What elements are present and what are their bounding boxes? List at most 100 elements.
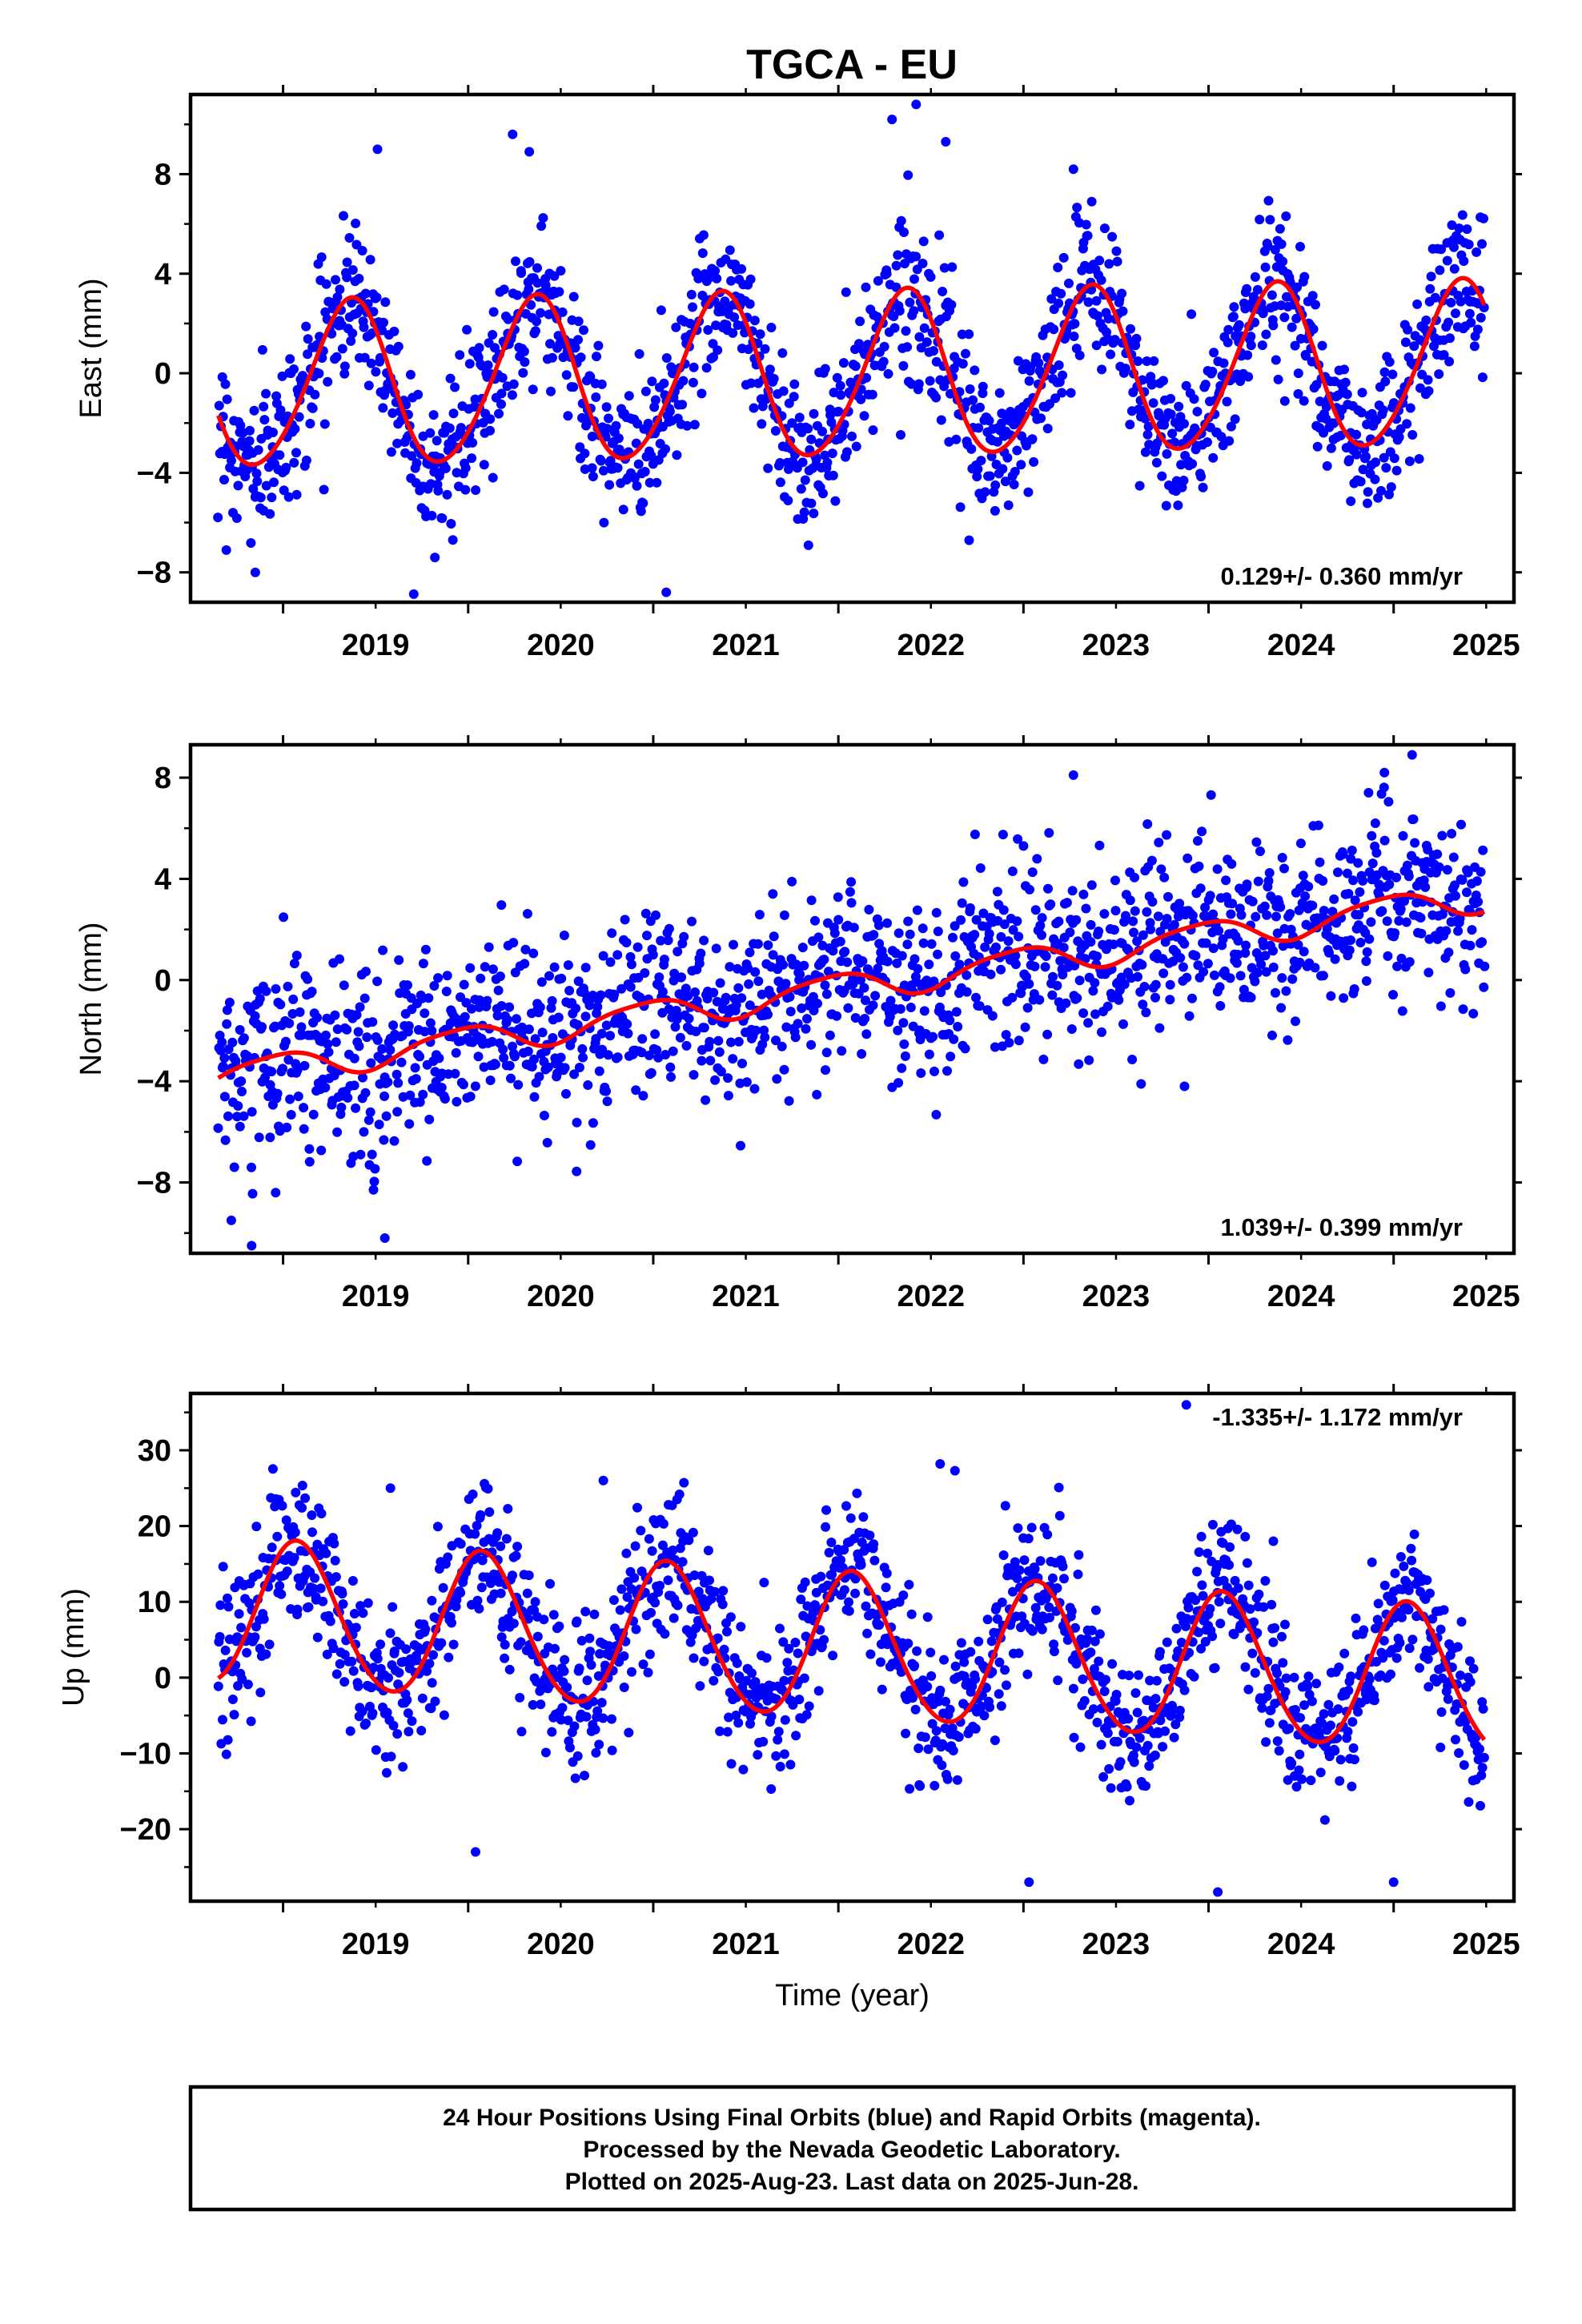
data-point	[1362, 947, 1372, 957]
data-point	[1243, 1580, 1254, 1590]
data-point	[485, 414, 496, 424]
data-point	[930, 1066, 939, 1076]
data-point	[1364, 934, 1375, 944]
data-point	[777, 348, 788, 358]
data-point	[219, 1053, 230, 1063]
data-point	[1317, 1718, 1327, 1728]
data-point	[911, 251, 921, 262]
data-point	[1439, 1605, 1449, 1615]
data-point	[892, 958, 902, 968]
data-point	[1002, 1680, 1011, 1691]
data-point	[833, 915, 844, 925]
data-point	[1023, 487, 1034, 497]
y-tick-label: −8	[137, 1167, 171, 1200]
data-point	[1315, 396, 1325, 407]
data-point	[1319, 1815, 1330, 1825]
data-point	[1443, 947, 1454, 958]
data-point	[1203, 437, 1212, 448]
data-point	[473, 1051, 484, 1062]
data-point	[898, 1590, 909, 1600]
data-point	[417, 1693, 428, 1703]
data-point	[1110, 906, 1121, 916]
data-point	[1476, 1800, 1485, 1811]
data-point	[724, 1712, 734, 1723]
data-point	[1227, 899, 1238, 909]
data-point	[255, 493, 266, 503]
data-point	[310, 1573, 320, 1583]
data-point	[946, 1051, 956, 1062]
data-point	[1206, 790, 1216, 800]
data-point	[957, 329, 967, 340]
data-point	[1399, 896, 1409, 907]
data-point	[1102, 1001, 1113, 1011]
data-point	[351, 1103, 361, 1113]
data-point	[1154, 838, 1164, 847]
north-y-axis-label: North (mm)	[74, 922, 108, 1076]
x-tick-label: 2021	[712, 1928, 780, 1961]
data-point	[861, 995, 870, 1006]
data-point	[1311, 300, 1320, 310]
data-point	[377, 1043, 387, 1054]
data-point	[882, 918, 893, 928]
data-point	[386, 447, 396, 457]
data-point	[1371, 457, 1380, 468]
data-point	[496, 900, 507, 911]
data-point	[215, 1045, 226, 1055]
data-point	[1319, 906, 1329, 916]
data-point	[678, 376, 689, 386]
data-point	[348, 1152, 359, 1162]
data-point	[512, 290, 523, 300]
data-point	[464, 359, 475, 369]
data-point	[1059, 1574, 1069, 1584]
data-point	[925, 376, 935, 386]
data-point	[492, 1011, 503, 1021]
data-point	[1457, 210, 1468, 220]
data-point	[712, 996, 722, 1007]
data-point	[1162, 914, 1172, 924]
data-point	[278, 1063, 287, 1074]
data-point	[1024, 979, 1034, 989]
data-point	[1013, 834, 1023, 844]
data-point	[444, 423, 455, 433]
data-point	[1230, 1575, 1240, 1586]
data-point	[725, 245, 735, 255]
data-point	[743, 963, 753, 973]
data-point	[694, 959, 705, 969]
data-point	[275, 450, 285, 460]
data-point	[310, 389, 320, 400]
data-point	[321, 1030, 331, 1040]
data-point	[1446, 297, 1456, 308]
data-point	[346, 336, 356, 346]
data-point	[861, 372, 872, 383]
data-point	[876, 1657, 885, 1667]
data-point	[1004, 1038, 1014, 1047]
data-point	[821, 1505, 831, 1515]
data-point	[255, 1643, 265, 1654]
data-point	[1082, 1634, 1093, 1644]
data-point	[1090, 1009, 1101, 1019]
data-point	[1243, 372, 1254, 382]
data-point	[636, 1047, 647, 1058]
data-point	[1199, 967, 1209, 977]
data-point	[844, 1597, 853, 1607]
data-point	[1158, 1742, 1168, 1752]
data-point	[1354, 910, 1364, 920]
data-point	[448, 535, 458, 545]
data-point	[794, 1695, 805, 1705]
x-tick-label: 2020	[527, 629, 595, 662]
data-point	[1410, 838, 1420, 848]
data-point	[227, 1037, 238, 1047]
data-point	[1114, 995, 1124, 1005]
data-point	[439, 1710, 449, 1720]
data-point	[968, 395, 978, 405]
data-point	[1012, 445, 1022, 456]
data-point	[1014, 1565, 1025, 1575]
data-point	[1042, 424, 1053, 434]
data-point	[416, 1726, 427, 1735]
data-point	[994, 1657, 1005, 1667]
data-point	[581, 420, 591, 431]
data-point	[1246, 332, 1256, 342]
data-point	[663, 1575, 673, 1586]
data-point	[966, 1647, 976, 1657]
data-point	[321, 1548, 331, 1558]
